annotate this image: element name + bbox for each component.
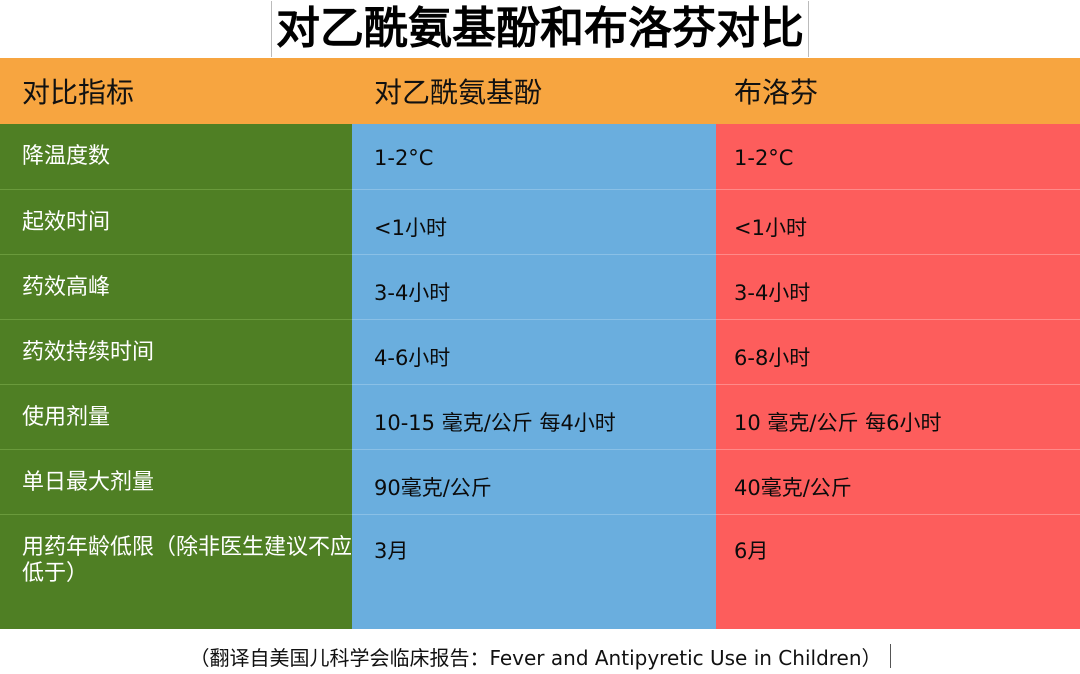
table-row: 用药年龄低限（除非医生建议不应低于） 3月 6月	[0, 514, 1080, 629]
metric-cell: 药效持续时间	[0, 319, 352, 384]
metric-cell: 用药年龄低限（除非医生建议不应低于）	[0, 514, 352, 629]
title-bar: 对乙酰氨基酚和布洛芬对比	[0, 0, 1080, 58]
metric-cell: 降温度数	[0, 124, 352, 189]
ibuprofen-cell: 10 毫克/公斤 每6小时	[716, 384, 1080, 449]
acetaminophen-cell: 3-4小时	[352, 254, 716, 319]
source-text: （翻译自美国儿科学会临床报告：Fever and Antipyretic Use…	[189, 645, 882, 670]
acetaminophen-cell: 4-6小时	[352, 319, 716, 384]
ibuprofen-cell: 3-4小时	[716, 254, 1080, 319]
text-cursor	[889, 644, 891, 668]
acetaminophen-cell: 90毫克/公斤	[352, 449, 716, 514]
table-row: 药效持续时间 4-6小时 6-8小时	[0, 319, 1080, 384]
header-ibuprofen: 布洛芬	[734, 76, 819, 109]
metric-cell: 药效高峰	[0, 254, 352, 319]
page-title: 对乙酰氨基酚和布洛芬对比	[271, 1, 809, 57]
ibuprofen-cell: 6月	[716, 514, 1080, 629]
table-row: 起效时间 <1小时 <1小时	[0, 189, 1080, 254]
metric-cell: 起效时间	[0, 189, 352, 254]
acetaminophen-cell: 1-2°C	[352, 124, 716, 189]
ibuprofen-cell: 1-2°C	[716, 124, 1080, 189]
acetaminophen-cell: 10-15 毫克/公斤 每4小时	[352, 384, 716, 449]
header-metric: 对比指标	[22, 76, 135, 109]
table-row: 降温度数 1-2°C 1-2°C	[0, 124, 1080, 189]
source-note: （翻译自美国儿科学会临床报告：Fever and Antipyretic Use…	[0, 638, 1080, 674]
metric-cell: 单日最大剂量	[0, 449, 352, 514]
table-row: 药效高峰 3-4小时 3-4小时	[0, 254, 1080, 319]
ibuprofen-cell: 40毫克/公斤	[716, 449, 1080, 514]
comparison-table: 对比指标 对乙酰氨基酚 布洛芬 降温度数 1-2°C 1-2°C 起效时间 <1…	[0, 58, 1080, 629]
acetaminophen-cell: <1小时	[352, 189, 716, 254]
table-header-row: 对比指标 对乙酰氨基酚 布洛芬	[0, 58, 1080, 124]
metric-cell: 使用剂量	[0, 384, 352, 449]
table-row: 单日最大剂量 90毫克/公斤 40毫克/公斤	[0, 449, 1080, 514]
ibuprofen-cell: <1小时	[716, 189, 1080, 254]
ibuprofen-cell: 6-8小时	[716, 319, 1080, 384]
header-acetaminophen: 对乙酰氨基酚	[374, 76, 543, 109]
acetaminophen-cell: 3月	[352, 514, 716, 629]
table-row: 使用剂量 10-15 毫克/公斤 每4小时 10 毫克/公斤 每6小时	[0, 384, 1080, 449]
